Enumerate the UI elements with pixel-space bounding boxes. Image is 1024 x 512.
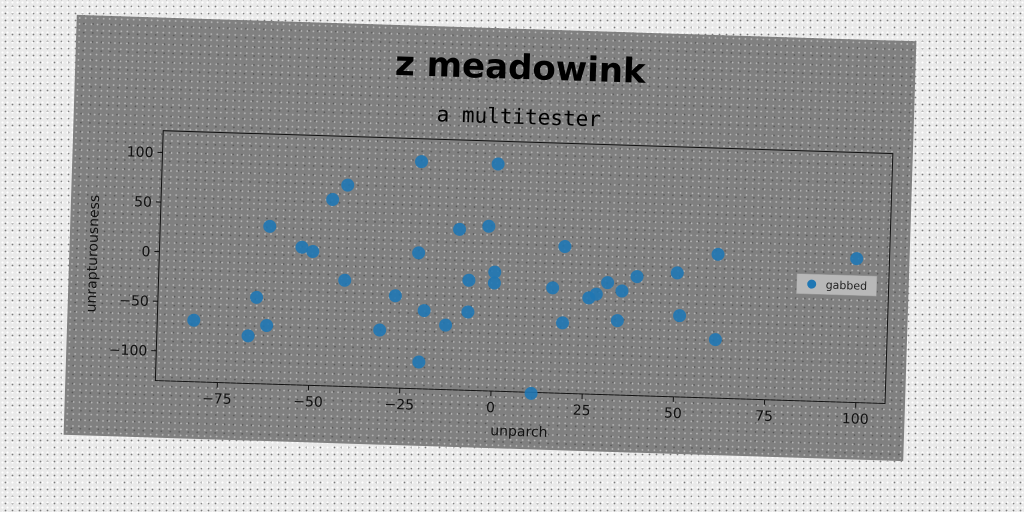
data-point: [415, 155, 429, 169]
y-tick-label: 100: [127, 144, 154, 161]
y-tick-label: 0: [141, 244, 150, 260]
data-point: [462, 273, 476, 287]
data-point: [482, 219, 496, 233]
data-point: [487, 276, 501, 290]
data-point: [491, 157, 505, 171]
data-point: [670, 266, 684, 280]
data-point: [412, 355, 426, 369]
data-point: [556, 316, 570, 330]
data-point: [615, 284, 629, 298]
x-tick-label: 50: [664, 406, 682, 423]
data-point: [241, 329, 255, 343]
plot-frame: [154, 130, 894, 405]
data-point: [417, 304, 431, 318]
data-point: [250, 290, 264, 304]
x-tick-label: 100: [842, 411, 869, 428]
legend-marker: [807, 279, 817, 289]
data-point: [306, 245, 320, 259]
data-point: [388, 289, 402, 303]
data-point: [488, 265, 502, 279]
scatter-chart: z meadowink a multitester −100−50050100 …: [83, 44, 894, 441]
data-point: [708, 333, 722, 347]
y-tick-label: 50: [134, 194, 152, 211]
data-point: [610, 314, 624, 328]
legend-label: gabbed: [825, 279, 867, 293]
data-point: [338, 273, 352, 287]
data-point: [412, 246, 426, 260]
chart-title: z meadowink: [394, 44, 647, 92]
data-point: [439, 318, 453, 332]
y-tick-label: −100: [109, 342, 148, 359]
data-point: [546, 281, 560, 295]
chart-subtitle: a multitester: [436, 102, 601, 131]
data-point: [630, 270, 644, 284]
data-point: [453, 222, 467, 236]
data-point: [373, 323, 387, 337]
data-point: [187, 313, 201, 327]
data-point: [524, 386, 538, 400]
data-points: [187, 155, 864, 400]
data-point: [260, 318, 274, 332]
data-point: [461, 305, 475, 319]
legend: gabbed: [796, 273, 878, 297]
y-axis: −100 −50 0 50 100: [109, 144, 163, 360]
x-axis-label: unparch: [490, 423, 548, 441]
y-axis-label: unrapturousness: [83, 195, 103, 313]
legend-box: [796, 273, 878, 297]
data-point: [850, 252, 864, 266]
data-point: [589, 287, 603, 301]
data-point: [711, 247, 725, 261]
data-point: [341, 178, 355, 192]
x-tick-label: 25: [573, 403, 591, 420]
data-point: [601, 276, 615, 290]
x-tick-label: 75: [755, 408, 773, 425]
x-tick-label: −75: [202, 391, 232, 408]
figure: z meadowink a multitester −100 −50 0 50 100 …: [63, 14, 917, 462]
data-point: [673, 309, 687, 323]
x-tick-label: −50: [293, 394, 323, 411]
x-tick-label: 0: [486, 400, 495, 416]
x-axis: −75 −50 −25 0 25 50 75 100: [202, 382, 869, 428]
y-tick-label: −50: [119, 293, 149, 310]
data-point: [295, 240, 309, 254]
data-point: [326, 193, 340, 207]
data-point: [263, 219, 277, 233]
data-point: [558, 240, 572, 254]
x-tick-label: −25: [384, 397, 414, 414]
